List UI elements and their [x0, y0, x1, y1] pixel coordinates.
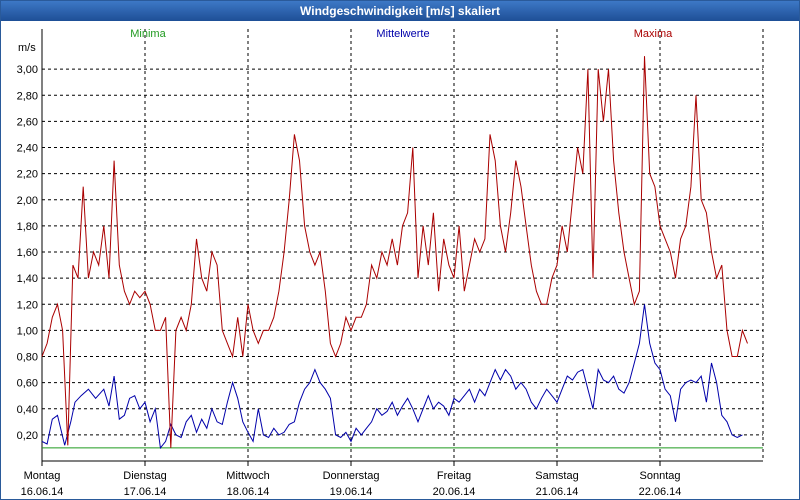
legend-maxima: Maxima	[634, 28, 673, 40]
x-tick-date: 20.06.14	[433, 486, 476, 498]
x-tick-weekday: Mittwoch	[226, 470, 269, 482]
y-axis-label: m/s	[18, 42, 36, 54]
y-tick-label: 0,20	[17, 430, 38, 442]
legend-minima: Minima	[130, 28, 166, 40]
x-tick-date: 18.06.14	[227, 486, 270, 498]
y-tick-label: 1,80	[17, 221, 38, 233]
x-tick-date: 16.06.14	[21, 486, 64, 498]
y-tick-label: 2,40	[17, 143, 38, 155]
x-tick-date: 17.06.14	[124, 486, 167, 498]
y-tick-label: 2,20	[17, 169, 38, 181]
y-tick-label: 0,80	[17, 352, 38, 364]
x-tick-weekday: Donnerstag	[323, 470, 380, 482]
series-line-maxima	[41, 56, 748, 448]
x-tick-date: 19.06.14	[330, 486, 373, 498]
y-tick-label: 2,60	[17, 116, 38, 128]
x-tick-date: 22.06.14	[639, 486, 682, 498]
x-tick-date: 21.06.14	[536, 486, 579, 498]
legend-mittelwerte: Mittelwerte	[376, 28, 429, 40]
y-tick-label: 1,60	[17, 247, 38, 259]
y-tick-label: 1,40	[17, 273, 38, 285]
y-tick-label: 1,20	[17, 299, 38, 311]
label-layer: m/s Minima Mittelwerte Maxima	[18, 28, 673, 54]
grid-layer	[42, 29, 764, 461]
x-tick-weekday: Samstag	[535, 470, 578, 482]
y-tick-label: 1,00	[17, 325, 38, 337]
y-tick-label: 3,00	[17, 64, 38, 76]
series-line-mittelwerte	[41, 304, 743, 450]
window-title: Windgeschwindigkeit [m/s] skaliert	[1, 1, 799, 21]
y-tick-label: 2,80	[17, 90, 38, 102]
series-layer	[41, 56, 763, 450]
y-tick-label: 0,60	[17, 378, 38, 390]
x-tick-weekday: Freitag	[437, 470, 471, 482]
x-tick-weekday: Dienstag	[123, 470, 166, 482]
axes-layer: 0,20 0,40 0,60 0,80 1,00 1,20 1,40 1,60 1,80 2,00…	[17, 29, 763, 498]
x-tick-weekday: Sonntag	[640, 470, 681, 482]
y-tick-label: 0,40	[17, 404, 38, 416]
y-tick-label: 2,00	[17, 195, 38, 207]
x-tick-weekday: Montag	[24, 470, 61, 482]
